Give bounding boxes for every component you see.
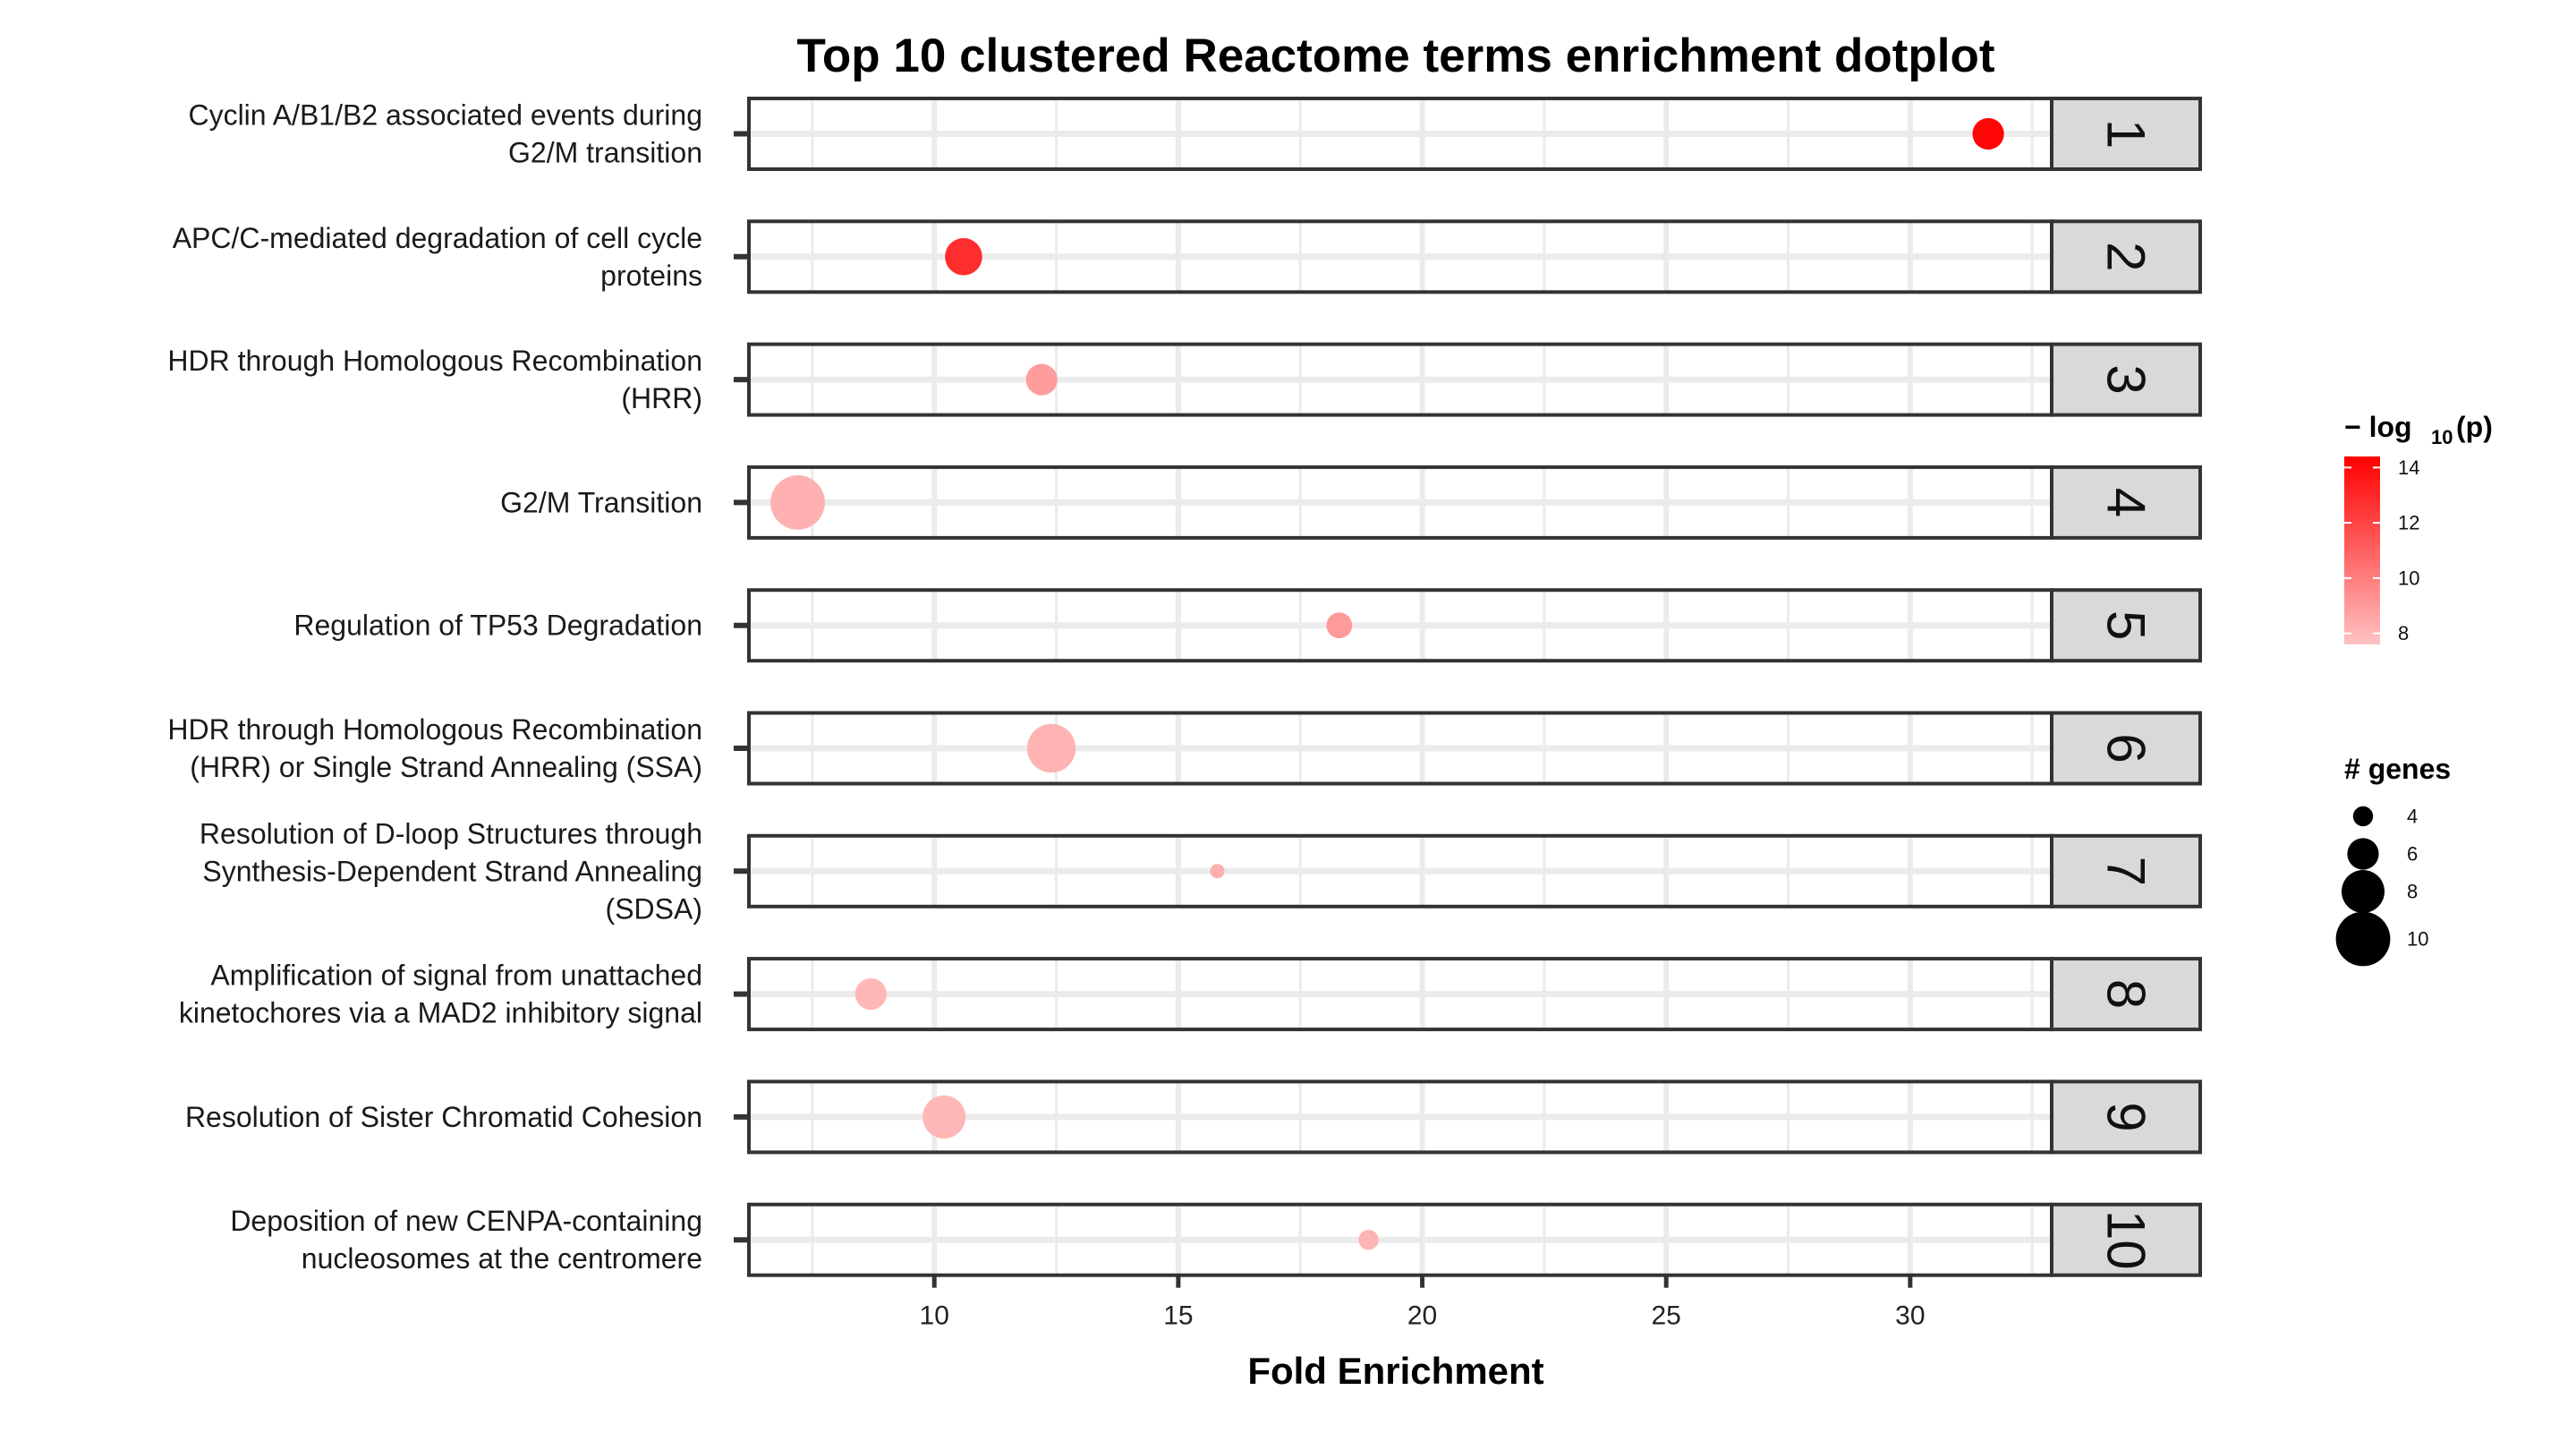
row-label: Resolution of Sister Chromatid Cohesion (185, 1101, 702, 1133)
row-label: HDR through Homologous Recombination (167, 713, 702, 746)
data-point-7 (1210, 864, 1225, 879)
x-tick-label: 20 (1407, 1301, 1437, 1331)
size-legend-title: # genes (2344, 753, 2451, 785)
facet-9: 9 Resolution of Sister Chromatid Cohesion (185, 1079, 2202, 1155)
data-point-1 (1972, 117, 2004, 150)
strip-label-9: 9 (2096, 1102, 2156, 1131)
data-point-4 (770, 475, 825, 530)
data-point-6 (1026, 723, 1076, 773)
row-label: Resolution of D-loop Structures through (200, 817, 702, 849)
row-label: nucleosomes at the centromere (302, 1242, 702, 1275)
facet-panels: 1 Cyclin A/B1/B2 associated events during… (167, 97, 2202, 1277)
colorbar (2344, 456, 2380, 644)
row-label: Cyclin A/B1/B2 associated events during (188, 99, 702, 132)
colorbar-tick-label: 10 (2398, 567, 2419, 589)
color-legend-title-subscript: 10 (2431, 426, 2453, 448)
data-point-9 (922, 1095, 966, 1139)
size-legend: # genes 4 6 8 10 (2335, 753, 2451, 967)
x-tick-label: 15 (1163, 1301, 1193, 1331)
data-point-8 (854, 978, 887, 1011)
size-legend-label: 8 (2407, 881, 2418, 903)
strip-label-10: 10 (2096, 1210, 2156, 1270)
x-axis-title: Fold Enrichment (1247, 1350, 1543, 1392)
facet-1: 1 Cyclin A/B1/B2 associated events during… (188, 97, 2202, 171)
row-label: (HRR) or Single Strand Annealing (SSA) (190, 751, 702, 783)
strip-label-8: 8 (2096, 979, 2156, 1009)
row-label: HDR through Homologous Recombination (167, 345, 702, 377)
data-point-3 (1025, 363, 1058, 396)
colorbar-tick-label: 12 (2398, 512, 2419, 534)
data-point-5 (1326, 612, 1353, 639)
row-label: Synthesis-Dependent Strand Annealing (202, 855, 702, 887)
size-legend-label: 4 (2407, 806, 2418, 828)
facet-strip (2050, 342, 2202, 417)
facet-strip (2050, 833, 2202, 908)
facet-5: 5 Regulation of TP53 Degradation (293, 588, 2202, 663)
size-legend-label: 10 (2407, 928, 2428, 951)
facet-strip (2050, 711, 2202, 786)
size-legend-dot (2347, 838, 2379, 870)
facet-strip (2050, 219, 2202, 294)
row-label: APC/C-mediated degradation of cell cycle (173, 222, 702, 254)
strip-label-5: 5 (2096, 610, 2156, 640)
row-label: Regulation of TP53 Degradation (293, 610, 702, 642)
facet-6: 6 HDR through Homologous Recombination (HR… (167, 711, 2202, 786)
facet-strip (2050, 957, 2202, 1032)
row-label: G2/M Transition (500, 486, 702, 518)
data-point-2 (945, 238, 982, 276)
row-label: kinetochores via a MAD2 inhibitory signa… (179, 997, 702, 1029)
row-label: proteins (600, 260, 702, 292)
facet-strip (2050, 97, 2202, 171)
facet-7: 7 Resolution of D-loop Structures through… (200, 817, 2202, 925)
row-label: Amplification of signal from unattached (210, 960, 702, 992)
size-legend-label: 6 (2407, 843, 2418, 866)
strip-label-1: 1 (2096, 119, 2156, 149)
facet-strip (2050, 1202, 2202, 1277)
colorbar-tick-label: 8 (2398, 622, 2409, 644)
facet-3: 3 HDR through Homologous Recombination (HR… (167, 342, 2202, 417)
facet-4: 4 G2/M Transition (500, 465, 2202, 540)
strip-label-3: 3 (2096, 364, 2156, 394)
size-legend-dot (2335, 911, 2391, 967)
facet-strip (2050, 1079, 2202, 1155)
chart-title: Top 10 clustered Reactome terms enrichme… (796, 30, 1994, 82)
facet-2: 2 APC/C-mediated degradation of cell cycl… (173, 219, 2202, 294)
size-legend-dot (2352, 806, 2374, 827)
color-legend-title-end: (p) (2456, 411, 2493, 443)
data-point-10 (1358, 1230, 1379, 1250)
row-label: (HRR) (621, 382, 702, 414)
facet-strip (2050, 465, 2202, 540)
strip-label-7: 7 (2096, 857, 2156, 886)
x-tick-label: 30 (1895, 1301, 1925, 1331)
size-legend-dot (2342, 870, 2385, 913)
x-tick-label: 10 (920, 1301, 949, 1331)
strip-label-4: 4 (2096, 488, 2156, 517)
row-label: Deposition of new CENPA-containing (230, 1205, 702, 1237)
strip-label-2: 2 (2096, 242, 2156, 271)
facet-8: 8 Amplification of signal from unattached… (179, 957, 2202, 1032)
strip-label-6: 6 (2096, 733, 2156, 763)
facet-10: 10 Deposition of new CENPA-containing nucl… (230, 1202, 2202, 1277)
color-legend-title: − log (2344, 411, 2412, 443)
facet-strip (2050, 588, 2202, 663)
row-label: (SDSA) (606, 892, 702, 925)
x-tick-label: 25 (1652, 1301, 1681, 1331)
x-axis: 10 15 20 25 30 (920, 1275, 1926, 1331)
colorbar-tick-label: 14 (2398, 456, 2419, 479)
row-label: G2/M transition (508, 137, 702, 169)
